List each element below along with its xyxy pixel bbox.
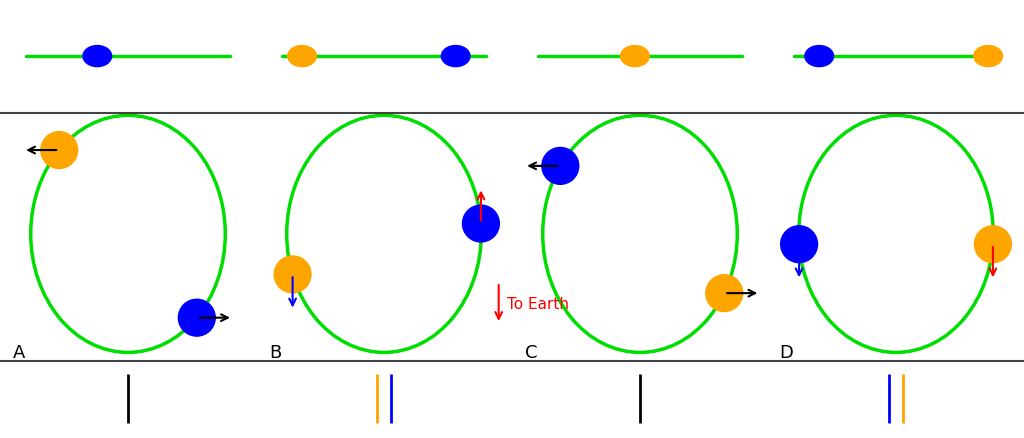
Ellipse shape [780,226,817,263]
Ellipse shape [274,256,311,293]
Ellipse shape [621,46,649,67]
Text: B: B [269,343,282,361]
Ellipse shape [542,148,579,185]
Ellipse shape [805,46,834,67]
Ellipse shape [178,300,215,336]
Ellipse shape [974,46,1002,67]
Ellipse shape [83,46,112,67]
Text: A: A [13,343,26,361]
Ellipse shape [706,275,742,312]
Text: C: C [525,343,538,361]
Text: To Earth: To Earth [507,296,569,311]
Ellipse shape [41,132,78,169]
Ellipse shape [975,226,1012,263]
Ellipse shape [288,46,316,67]
Ellipse shape [441,46,470,67]
Ellipse shape [463,205,500,242]
Text: D: D [779,343,794,361]
